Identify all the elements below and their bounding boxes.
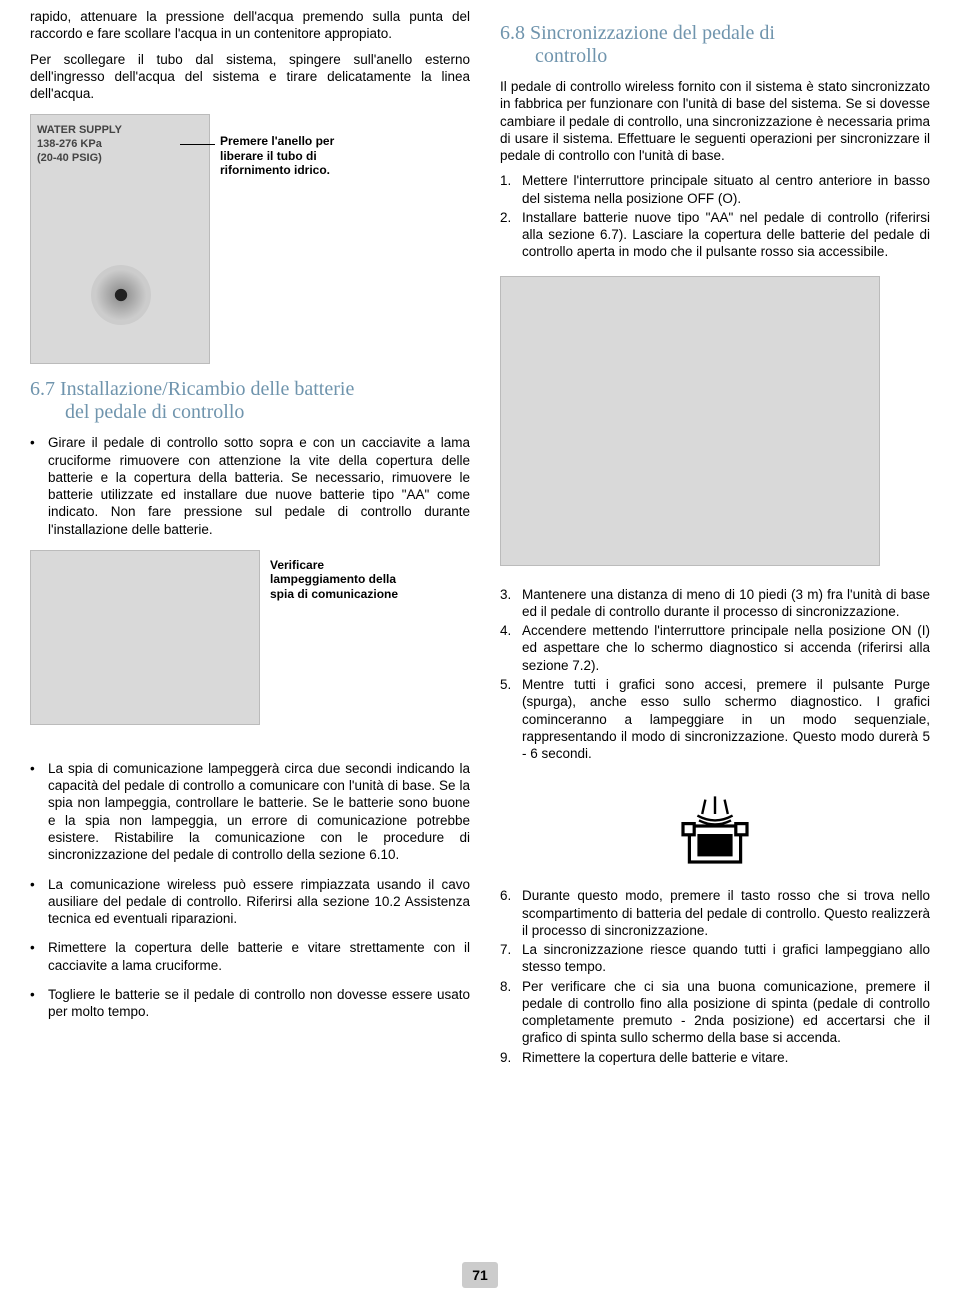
step-3-text: Mantenere una distanza di meno di 10 pie…	[522, 587, 930, 619]
step-9: 9. Rimettere la copertura delle batterie …	[500, 1049, 930, 1066]
step-5-num: 5.	[500, 676, 511, 693]
step-2-text: Installare batterie nuove tipo "AA" nel …	[522, 210, 930, 260]
left-bullet-b: La comunicazione wireless può essere rim…	[30, 876, 470, 928]
pedal-image-2	[500, 276, 880, 566]
step-3: 3. Mantenere una distanza di meno di 10 p…	[500, 586, 930, 621]
pedal-image-1	[30, 550, 260, 725]
sec68-intro: Il pedale di controllo wireless fornito …	[500, 78, 930, 164]
section-6-7-title-line2: del pedale di controllo	[30, 401, 470, 424]
ultrasonic-icon	[668, 782, 763, 877]
step-6-text: Durante questo modo, premere il tasto ro…	[522, 888, 930, 938]
step-1: 1. Mettere l'interruttore principale situ…	[500, 172, 930, 207]
step-5-text: Mentre tutti i grafici sono accesi, prem…	[522, 677, 930, 761]
water-supply-image	[30, 114, 210, 364]
intro-paragraph-2: Per scollegare il tubo dal sistema, spin…	[30, 51, 470, 103]
pedal-caption-1: Verificare lampeggiamento della spia di …	[270, 550, 400, 601]
left-bullet-d: Togliere le batterie se il pedale di con…	[30, 986, 470, 1021]
step-7: 7. La sincronizzazione riesce quando tutt…	[500, 941, 930, 976]
step-9-num: 9.	[500, 1049, 511, 1066]
step-8-text: Per verificare che ci sia una buona comu…	[522, 979, 930, 1046]
step-4-text: Accendere mettendo l'interruttore princi…	[522, 623, 930, 673]
step-5: 5. Mentre tutti i grafici sono accesi, pr…	[500, 676, 930, 762]
step-1-num: 1.	[500, 172, 511, 189]
step-2-num: 2.	[500, 209, 511, 226]
section-6-8-heading: 6.8 Sincronizzazione del pedale di contr…	[500, 22, 930, 68]
step-8: 8. Per verificare che ci sia una buona co…	[500, 978, 930, 1047]
section-6-8-title-line2: controllo	[500, 45, 930, 68]
step-7-text: La sincronizzazione riesce quando tutti …	[522, 942, 930, 974]
left-bullet-c: Rimettere la copertura delle batterie e …	[30, 939, 470, 974]
step-9-text: Rimettere la copertura delle batterie e …	[522, 1050, 788, 1065]
step-2: 2. Installare batterie nuove tipo "AA" ne…	[500, 209, 930, 261]
section-6-8-title-line1: 6.8 Sincronizzazione del pedale di	[500, 22, 775, 44]
water-supply-caption: Premere l'anello per liberare il tubo di…	[220, 114, 350, 177]
section-6-7-title-line1: 6.7 Installazione/Ricambio delle batteri…	[30, 378, 354, 400]
step-8-num: 8.	[500, 978, 511, 995]
step-6-num: 6.	[500, 887, 511, 904]
step-7-num: 7.	[500, 941, 511, 958]
step-1-text: Mettere l'interruttore principale situat…	[522, 173, 930, 205]
sec67-bullet-1: Girare il pedale di controllo sotto sopr…	[30, 434, 470, 538]
step-4-num: 4.	[500, 622, 511, 639]
page-number: 71	[462, 1262, 498, 1288]
step-4: 4. Accendere mettendo l'interruttore prin…	[500, 622, 930, 674]
section-6-7-heading: 6.7 Installazione/Ricambio delle batteri…	[30, 378, 470, 424]
step-3-num: 3.	[500, 586, 511, 603]
water-supply-figure: Premere l'anello per liberare il tubo di…	[30, 114, 470, 364]
intro-paragraph-1: rapido, attenuare la pressione dell'acqu…	[30, 8, 470, 43]
pedal-figure-1: Verificare lampeggiamento della spia di …	[30, 550, 470, 725]
left-bullet-a: La spia di comunicazione lampeggerà circ…	[30, 760, 470, 864]
step-6: 6. Durante questo modo, premere il tasto …	[500, 887, 930, 939]
